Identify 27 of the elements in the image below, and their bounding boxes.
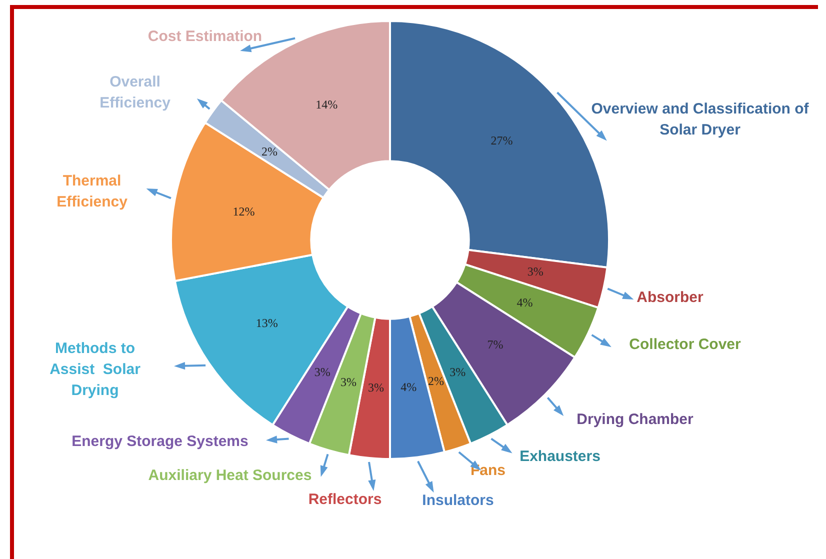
data-label: 3% (368, 380, 384, 394)
data-label: 3% (314, 364, 330, 379)
data-label: 14% (316, 97, 338, 112)
slice-label: Overview and Classification of Solar Dryer (591, 100, 810, 139)
slice-label: Cost Estimation (148, 28, 262, 46)
data-label: 13% (256, 316, 278, 330)
data-label: 3% (450, 364, 466, 379)
slice-label: Energy Storage Systems (72, 433, 248, 450)
slice-label: Insulators (422, 492, 494, 510)
slice-label: Exhausters (520, 448, 600, 466)
slice-label: Absorber (636, 289, 704, 306)
slice-label: Auxiliary Heat Sources (148, 467, 312, 484)
slice-label: Thermal Efficiency (56, 172, 128, 211)
data-label: 27% (490, 134, 513, 148)
data-label: 3% (527, 264, 544, 279)
data-label: 4% (516, 296, 533, 310)
data-label: 7% (487, 337, 504, 352)
data-label: 12% (232, 204, 255, 218)
slice-label: Overall Efficiency (100, 74, 172, 112)
slice-label: Collector Cover (629, 336, 742, 354)
data-label: 2% (428, 374, 444, 388)
slice-label: Drying Chamber (576, 411, 694, 428)
data-label: 2% (262, 144, 278, 159)
data-label: 4% (400, 380, 417, 394)
data-label: 3% (340, 375, 356, 390)
slice-label: Reflectors (308, 491, 382, 508)
slice-label: Methods to Assist Solar Drying (50, 340, 141, 400)
